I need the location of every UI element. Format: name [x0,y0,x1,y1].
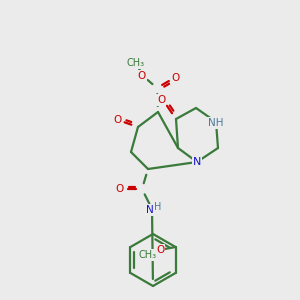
Text: O: O [113,115,121,125]
Text: O: O [157,95,165,105]
Text: CH₃: CH₃ [127,58,145,68]
Text: H: H [154,202,162,212]
Text: NH: NH [208,118,224,128]
Text: N: N [193,157,201,167]
Text: CH₃: CH₃ [139,250,157,260]
Text: O: O [156,245,165,255]
Text: O: O [116,184,124,194]
Text: O: O [138,71,146,81]
Text: N: N [146,205,154,215]
Text: O: O [171,73,179,83]
